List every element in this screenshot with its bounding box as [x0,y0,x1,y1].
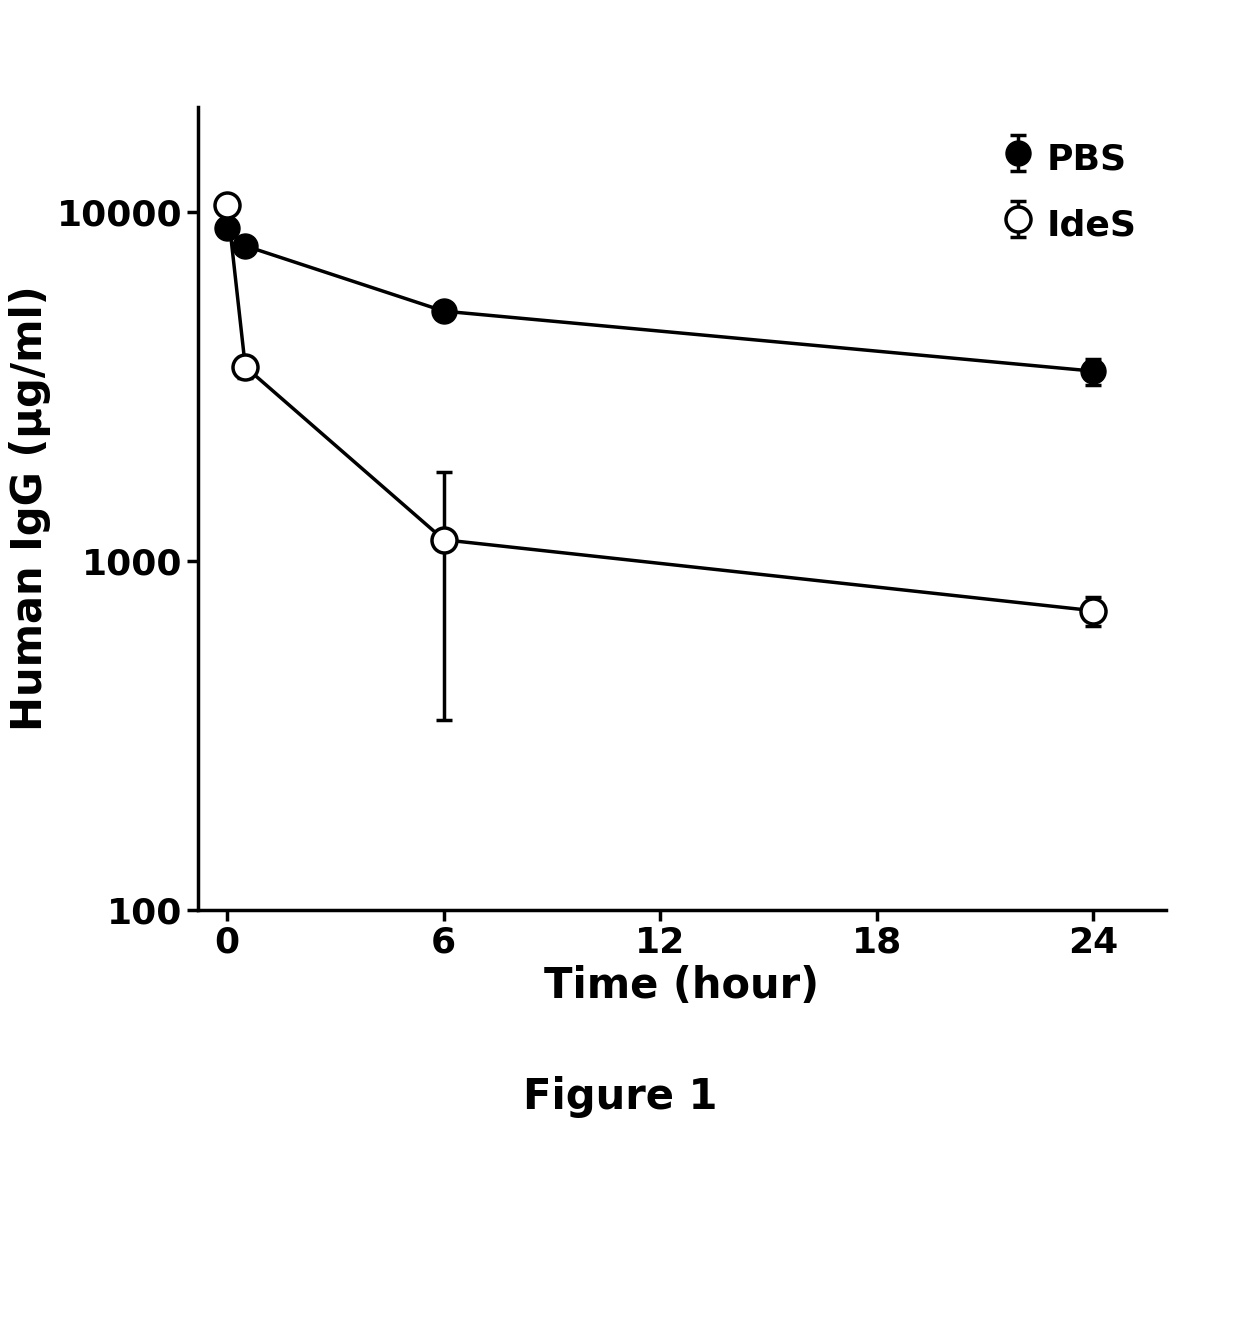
Legend: PBS, IdeS: PBS, IdeS [999,124,1147,257]
X-axis label: Time (hour): Time (hour) [544,966,820,1008]
Text: Figure 1: Figure 1 [523,1076,717,1119]
Y-axis label: Human IgG (μg/ml): Human IgG (μg/ml) [9,285,51,732]
